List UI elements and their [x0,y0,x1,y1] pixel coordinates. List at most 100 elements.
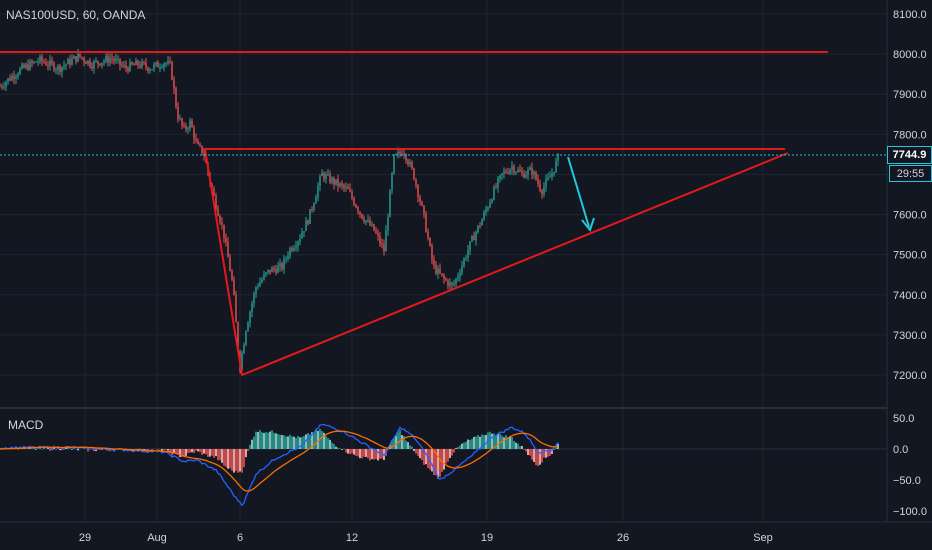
macd-histogram-bar [227,449,229,469]
macd-histogram-bar [469,439,471,449]
price-tick-label: 7500.0 [893,250,927,262]
candle-body [525,174,527,178]
candle-body [509,169,511,174]
macd-histogram-bar [47,448,49,449]
forecast-arrow-head[interactable] [581,217,595,233]
macd-histogram-bar [495,434,497,449]
macd-histogram-bar [349,449,351,455]
grid-lines [0,0,887,522]
macd-histogram-bar [199,449,201,453]
candle-body [471,236,473,242]
macd-histogram-bar [365,449,367,457]
candle-body [373,224,375,231]
macd-histogram-bar [489,431,491,449]
candle-body [265,272,267,275]
candle-body [157,62,159,68]
candle-body [163,63,165,68]
macd-histogram-bar [253,436,255,449]
candle-body [367,220,369,222]
candle-body [147,67,149,71]
macd-histogram-bar [433,449,435,476]
candle-body [323,173,325,180]
candle-body [321,173,323,177]
candle-body [387,217,389,231]
macd-histogram-bar [455,447,457,449]
candle-body [281,263,283,270]
price-candles [0,48,559,376]
macd-histogram-bar [467,439,469,449]
forecast-arrow-shaft[interactable] [567,156,590,228]
candle-body [333,178,335,185]
macd-pane [0,423,887,507]
candle-body [159,67,161,69]
candle-body [309,209,311,224]
macd-histogram-bar [531,449,533,460]
triangle-lower-edge[interactable] [241,152,789,376]
macd-histogram-bar [315,429,317,449]
macd-histogram-bar [351,449,353,454]
macd-histogram-bar [99,449,101,450]
triangle-left-edge[interactable] [204,148,243,376]
candle-body [183,125,185,127]
candle-body [427,232,429,239]
candle-body [293,247,295,251]
macd-histogram-bar [317,430,319,449]
macd-histogram-bar [435,449,437,475]
macd-scale[interactable]: 50.0 0.0 −50.0 −100.0 [893,413,927,518]
candle-body [503,171,505,174]
time-tick-label: 26 [617,532,629,544]
macd-histogram-bar [429,449,431,470]
candle-body [85,61,87,64]
macd-histogram-bar [173,449,175,454]
macd-histogram-bar [401,435,403,449]
candle-body [43,61,45,63]
macd-histogram-bar [307,433,309,449]
candle-body [73,56,75,59]
candle-body [255,287,257,294]
candle-body [117,58,119,60]
macd-histogram-bar [405,440,407,449]
macd-histogram-bar [265,432,267,449]
macd-histogram-bar [291,436,293,449]
candle-body [365,220,367,222]
macd-histogram-bar [261,432,263,449]
candle-body [243,344,245,354]
price-scale[interactable]: 8100.08000.07900.07800.07700.07600.07500… [893,9,927,382]
candle-body [201,145,203,154]
macd-histogram-bar [225,449,227,467]
candle-body [459,273,461,277]
candle-body [193,127,195,139]
time-axis[interactable]: 29 Aug 6 12 19 26 Sep [79,532,773,544]
candle-body [95,60,97,62]
candle-body [51,60,53,64]
drawing-objects[interactable] [0,51,828,376]
candle-body [295,246,297,248]
candle-body [441,273,443,276]
macd-histogram-bar [493,433,495,449]
candle-body [547,177,549,180]
macd-histogram-bar [209,449,211,457]
candle-body [409,162,411,165]
macd-histogram-bar [207,449,209,457]
candle-body [443,275,445,279]
macd-histogram-bar [301,437,303,449]
macd-histogram-bar [33,447,35,449]
candle-body [37,61,39,63]
candle-body [41,56,43,62]
macd-histogram-bar [175,449,177,454]
candle-body [225,238,227,243]
price-tick-label: 7400.0 [893,290,927,302]
macd-histogram-bar [285,436,287,449]
candle-body [531,167,533,175]
candle-body [11,75,13,81]
macd-histogram-bar [339,448,341,449]
candle-body [405,154,407,161]
candle-body [541,190,543,195]
macd-histogram-bar [341,449,343,450]
macd-title: MACD [8,418,44,432]
candle-body [229,257,231,272]
candle-body [317,186,319,198]
macd-histogram-bar [221,449,223,463]
candle-body [539,183,541,191]
